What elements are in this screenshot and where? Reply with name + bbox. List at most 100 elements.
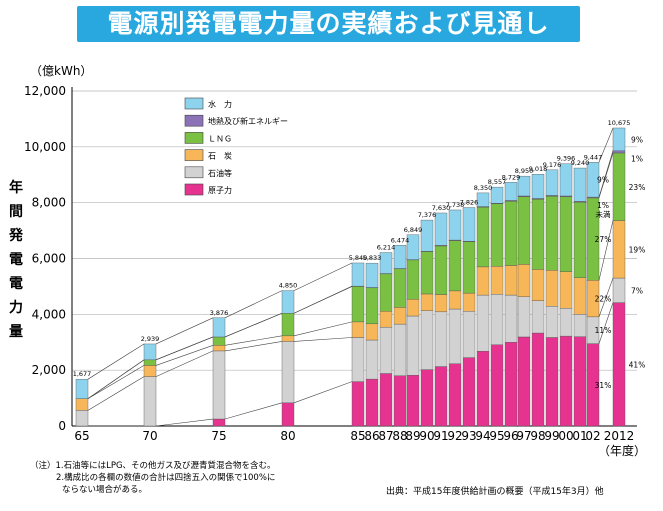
bar-segment-hydro [393,245,407,269]
connector-line [293,262,353,291]
percent-label: 27% [595,235,612,244]
x-tick-label: 95 [489,429,504,443]
legend-label-nuclear: 原子力 [208,185,232,195]
connector-line [293,321,353,337]
bar-segment-nuclear [573,336,587,427]
bar-segment-oil [434,311,448,367]
x-unit-label: （年度） [598,443,646,458]
footnote-2: 2.構成比の各欄の数値の合計は四捨五入の関係で100%に [56,473,276,483]
bar-segment-nuclear [393,375,407,427]
bar-segment-oil [143,376,157,427]
x-tick-label: 70 [142,429,157,443]
connector-line [224,402,283,420]
x-tick-label: 91 [433,429,448,443]
total-value-label: 6,214 [377,244,396,252]
bar-segment-oil [490,294,504,345]
connector-line [155,317,214,345]
bar-segment-hydro [406,234,420,260]
total-value-label: 8,350 [474,184,493,192]
bar-segment-coal [75,398,89,411]
x-tick-label: 97 [516,429,531,443]
total-value-label: 8,729 [502,173,521,181]
bar-segment-nuclear [379,373,393,427]
percent-label: 9% [631,135,643,144]
total-value-label: 6,474 [391,236,410,244]
connector-line [598,150,614,198]
percent-label: 1% [597,201,609,210]
legend-swatch-lng [184,132,204,144]
bar-segment-lng [517,196,531,265]
bar-segment-oil [448,308,462,364]
bar-segment-oil [504,294,518,343]
bar-segment-coal [448,290,462,310]
bar-segment-coal [545,270,559,307]
legend-swatch-hydro [184,97,204,110]
bar-segment-coal [504,265,518,296]
bar-segment-coal [351,321,365,338]
bar-segment-lng [504,201,518,266]
bar-segment-hydro [351,262,365,287]
connector-line [293,285,353,314]
bar-segment-coal [573,277,587,315]
y-tick-label: 8,000 [32,196,66,210]
bar-segment-nuclear [545,337,559,427]
bar-segment-oil [476,294,490,352]
total-value-label: 9,240 [571,159,590,167]
total-value-label: 1,677 [73,370,92,378]
total-value-label: 5,833 [363,254,382,262]
connector-line [598,152,614,199]
bar-segment-nuclear [281,402,295,427]
bar-segment-oil [517,296,531,338]
x-tick-label: 75 [211,429,226,443]
bar-segment-hydro [517,175,531,197]
bar-segment-coal [379,311,393,328]
bar-segment-hydro [531,174,545,199]
y-axis-label-char: 年 [9,179,23,196]
bar-segment-coal [476,266,490,296]
bar-segment-nuclear [504,342,518,427]
x-tick-label: 85 [350,429,365,443]
bar-segment-hydro [586,162,600,198]
x-tick-label: 80 [280,429,295,443]
bar-segment-coal [406,299,420,317]
y-unit-label: （億kWh） [30,64,92,78]
total-value-label: 10,675 [608,119,631,127]
bar-segment-oil [573,314,587,337]
bar-segment-oil [612,277,626,303]
bar-segment-coal [559,271,573,309]
bar-segment-lng [420,251,434,295]
bar-segment-coal [517,264,531,297]
x-tick-label: 01 [572,429,587,443]
bar-segment-lng [281,313,295,337]
bar-segment-hydro [281,290,295,314]
bar-segment-oil [393,323,407,376]
bar-segment-hydro [504,182,518,201]
footnote-3: ならない場合がある。 [62,485,148,495]
x-tick-label: 93 [461,429,476,443]
bar-segment-hydro [75,378,89,399]
bar-segment-coal [612,220,626,279]
bar-segment-hydro [448,209,462,241]
connector-line [155,418,214,427]
connector-line [598,302,614,344]
legend-label-coal: 石 炭 [208,152,232,161]
x-tick-label: 65 [74,429,89,443]
x-tick-label: 88 [392,429,407,443]
connector-line [224,290,283,319]
connector-line [155,350,214,377]
bar-segment-oil [462,311,476,358]
bar-segment-lng [559,196,573,272]
total-value-label: 3,876 [210,309,229,317]
connector-line [87,376,145,411]
percent-label: 1% [631,155,643,164]
bar-segment-lng [476,206,490,268]
y-axis-label-char: 電 [9,275,23,292]
total-value-label: 7,826 [460,199,479,207]
percent-label: 19% [629,245,646,254]
percent-label: 22% [595,295,612,304]
bar-segment-nuclear [517,336,531,427]
bar-segment-hydro [559,163,573,197]
x-tick-label: 87 [378,429,393,443]
percent-label: 9% [597,176,609,185]
connector-line [87,343,145,380]
